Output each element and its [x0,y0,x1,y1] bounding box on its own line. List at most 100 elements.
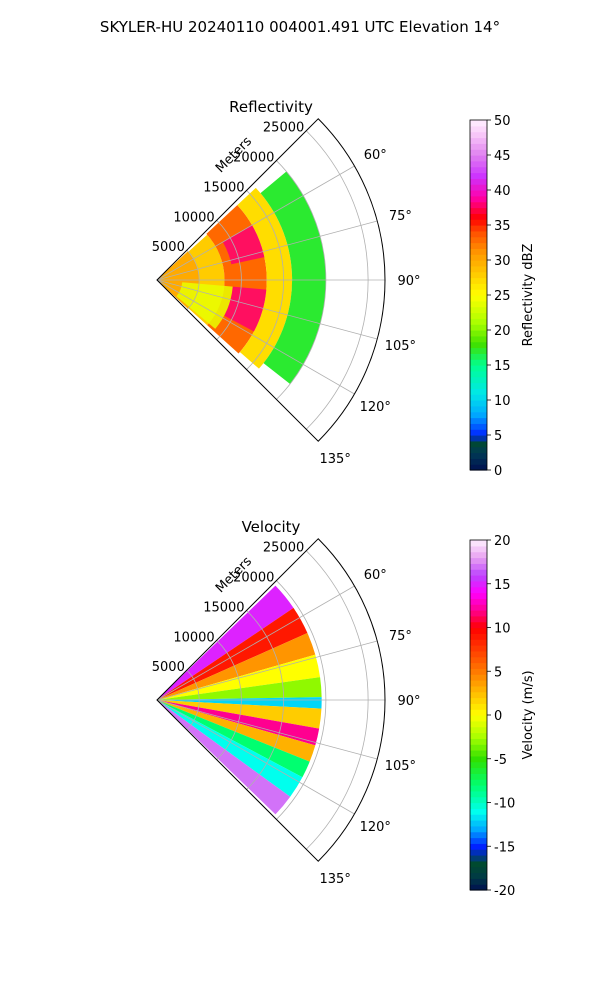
colorbar-swatch [470,808,487,815]
colorbar-swatch [470,645,487,652]
azimuth-tick-label: 120° [360,820,391,835]
colorbar-swatch [470,400,487,407]
reflectivity-panel: Reflectivity500010000150002000025000Mete… [152,98,536,479]
colorbar-swatch [470,376,487,384]
colorbar-swatch [470,656,487,664]
azimuth-tick-label: 120° [360,400,391,415]
colorbar-swatch [470,650,487,658]
velocity-sector-9 [157,700,310,778]
colorbar-tick-label: 10 [494,622,511,637]
radar-panels: Reflectivity500010000150002000025000Mete… [152,98,536,899]
colorbar-tick-label: 45 [494,149,511,164]
colorbar-swatch [470,260,487,267]
reflectivity-band-3 [237,187,293,369]
colorbar-tick-label: 25 [494,289,511,304]
colorbar-swatch [470,225,487,232]
colorbar-swatch [470,685,487,693]
colorbar-swatch [470,120,487,127]
colorbar-swatch [470,884,487,891]
colorbar-tick-label: -20 [494,884,515,899]
azimuth-tick-label: 75° [389,629,412,644]
colorbar-swatch [470,872,487,879]
colorbar-tick-label: 30 [494,254,511,269]
colorbar-swatch [470,236,487,244]
range-tick-label: 5000 [152,660,185,675]
colorbar-swatch [470,411,487,419]
velocity-sector-0 [157,585,294,700]
figure-title: SKYLER-HU 20240110 004001.491 UTC Elevat… [100,18,500,36]
colorbar-swatch [470,306,487,314]
colorbar-tick-label: 5 [494,665,502,680]
colorbar-tick-label: 10 [494,394,511,409]
colorbar-swatch [470,639,487,646]
colorbar-swatch [470,761,487,769]
colorbar-tick-label: 40 [494,184,511,199]
azimuth-tick-label: 90° [397,694,420,709]
azimuth-tick-label: 90° [397,274,420,289]
colorbar-swatch [470,405,487,413]
azimuth-line [156,585,355,701]
colorbar-swatch [470,318,487,325]
colorbar-swatch [470,300,487,308]
colorbar-swatch [470,802,487,809]
colorbar-swatch [470,184,487,191]
colorbar-swatch [470,155,487,162]
velocity-sector-11 [157,700,291,815]
colorbar-swatch [470,265,487,273]
colorbar-swatch [470,289,487,296]
colorbar-swatch [470,790,487,798]
azimuth-line [156,220,378,281]
range-tick-label: 20000 [233,571,274,586]
colorbar-swatch [470,458,487,465]
colorbar-swatch [470,849,487,856]
colorbar-swatch [470,598,487,605]
range-tick-label: 15000 [203,600,244,615]
colorbar-swatch [470,195,487,203]
velocity-sector-1 [157,607,308,700]
colorbar-swatch [470,551,487,559]
colorbar-swatch [470,610,487,617]
colorbar-swatch [470,820,487,827]
colorbar-swatch [470,866,487,874]
colorbar-swatch [470,330,487,337]
colorbar-swatch [470,720,487,728]
colorbar-swatch [470,680,487,687]
polar-grid [156,130,385,442]
colorbar-swatch [470,779,487,786]
colorbar: 0 5 10 15 20 25 30 35 40 45 50 Reflectivity dBZ [469,114,536,479]
azimuth-line [156,699,378,760]
colorbar-swatch [470,254,487,261]
colorbar-swatch [470,219,487,226]
colorbar-swatch [470,172,487,179]
range-tick-label: 10000 [173,210,214,225]
range-tick-label: 25000 [263,121,304,136]
colorbar-swatch [470,855,487,862]
colorbar-tick-label: 5 [494,429,502,444]
colorbar-swatch [470,621,487,629]
azimuth-line [156,279,378,340]
colorbar-swatch [470,178,487,185]
colorbar-swatch [470,190,487,197]
azimuth-line [156,699,355,815]
colorbar-swatch [470,592,487,599]
colorbar-swatch [470,137,487,144]
azimuth-tick-label: 60° [364,568,387,583]
colorbar-tick-label: 50 [494,114,511,129]
colorbar-swatch [470,435,487,442]
colorbar-swatch [470,201,487,209]
colorbar-swatch [470,429,487,436]
reflectivity-band-4 [260,171,326,384]
colorbar-swatch [470,213,487,220]
colorbar-swatch [470,785,487,792]
azimuth-line [156,165,355,281]
reflectivity-core-2 [176,282,233,329]
colorbar-swatch [470,335,487,343]
colorbar-swatch [470,353,487,360]
colorbar-swatch [470,388,487,395]
colorbar-tick-label: 15 [494,578,511,593]
colorbar-swatch [470,382,487,389]
colorbar-swatch [470,248,487,255]
colorbar-swatch [470,359,487,366]
velocity-sector-6 [157,700,322,729]
